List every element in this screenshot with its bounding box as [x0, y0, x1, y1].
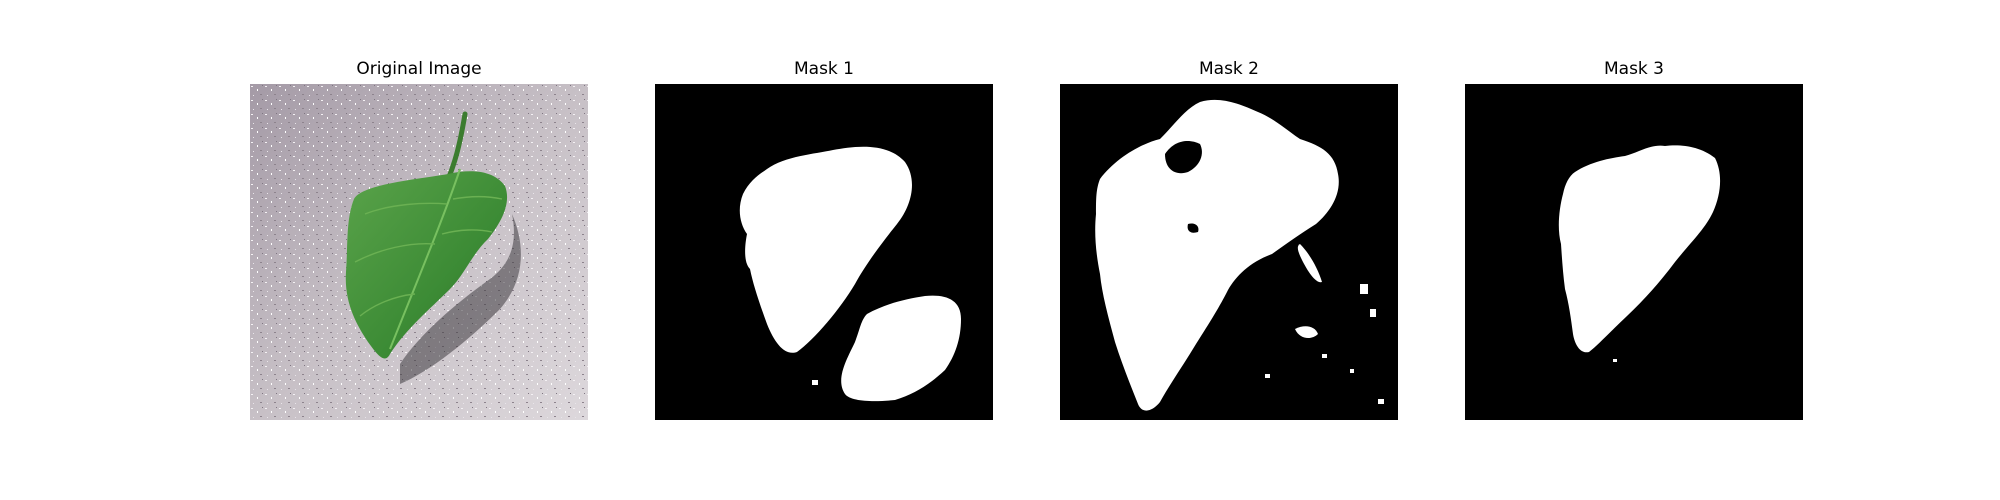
panel-mask-2: Mask 2	[1060, 56, 1398, 420]
original-image	[250, 84, 588, 420]
mask-2-image	[1060, 84, 1398, 420]
panel-title-mask-3: Mask 3	[1603, 59, 1664, 79]
panel-title-mask-2: Mask 2	[1198, 59, 1259, 79]
panel-mask-1: Mask 1	[655, 56, 993, 420]
mask-3-image	[1465, 84, 1803, 420]
mask-1-image	[655, 84, 993, 420]
panel-title-mask-1: Mask 1	[793, 59, 854, 79]
panel-title-original: Original Image	[356, 59, 482, 79]
panel-mask-3: Mask 3	[1465, 56, 1803, 420]
panel-original-image: Original Image	[250, 56, 588, 420]
